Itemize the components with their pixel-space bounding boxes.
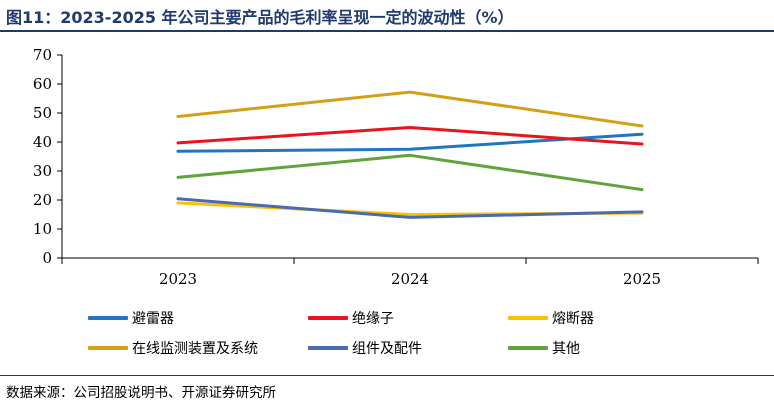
x-tick-label: 2023 (159, 270, 197, 288)
legend-swatch (308, 316, 348, 320)
y-tick-label: 30 (33, 162, 52, 180)
chart-axes: 0 10 20 30 40 50 60 70 2023 2024 2025 (33, 46, 759, 288)
legend-label: 在线监测装置及系统 (132, 341, 258, 357)
legend-label: 熔断器 (552, 311, 594, 327)
y-tick-label: 40 (33, 133, 52, 151)
legend-item: 其他 (508, 338, 580, 358)
y-tick-label: 0 (42, 249, 52, 267)
footer-rule (0, 375, 774, 376)
x-tick-label: 2025 (623, 270, 661, 288)
series-line-1 (176, 132, 644, 153)
legend-swatch (508, 316, 548, 320)
legend-item: 避雷器 (88, 308, 174, 328)
series-line-6 (176, 153, 644, 192)
legend-swatch (508, 346, 548, 350)
chart-legend: 避雷器 绝缘子 熔断器在线监测装置及系统 组件及配件 其他 (0, 300, 774, 370)
y-tick-label: 70 (33, 46, 52, 64)
series-line-5 (176, 197, 644, 219)
legend-label: 避雷器 (132, 311, 174, 327)
x-tick-label: 2024 (391, 270, 429, 288)
legend-item: 熔断器 (508, 308, 594, 328)
legend-label: 其他 (552, 341, 580, 357)
y-tick-label: 60 (33, 75, 52, 93)
legend-swatch (88, 346, 128, 350)
legend-label: 组件及配件 (352, 341, 422, 357)
series-line-2 (176, 126, 644, 146)
y-tick-label: 50 (33, 104, 52, 122)
series-line-4 (176, 90, 644, 128)
y-tick-label: 10 (33, 220, 52, 238)
legend-swatch (88, 316, 128, 320)
legend-item: 在线监测装置及系统 (88, 338, 258, 358)
chart-title: 图11：2023-2025 年公司主要产品的毛利率呈现一定的波动性（%） (6, 8, 514, 27)
title-rule (0, 30, 774, 32)
chart-series (176, 90, 644, 219)
line-chart: 0 10 20 30 40 50 60 70 2023 2024 2025 (33, 46, 759, 288)
y-tick-label: 20 (33, 191, 52, 209)
legend-item: 组件及配件 (308, 338, 422, 358)
data-source: 数据来源：公司招股说明书、开源证券研究所 (6, 385, 276, 401)
legend-label: 绝缘子 (352, 311, 394, 327)
legend-item: 绝缘子 (308, 308, 394, 328)
legend-swatch (308, 346, 348, 350)
